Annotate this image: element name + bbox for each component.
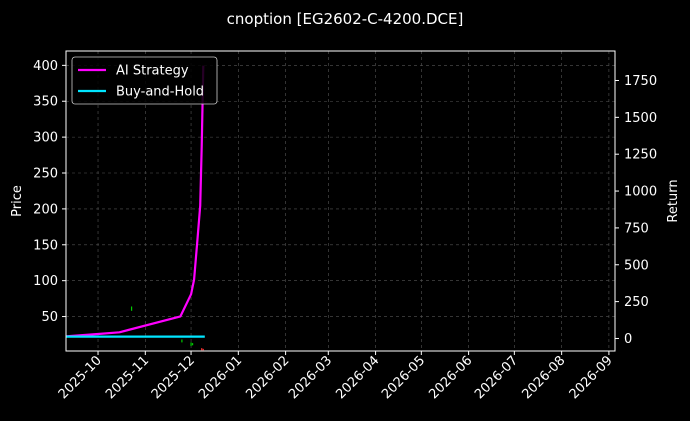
y2-tick-label: 1250 bbox=[624, 148, 657, 163]
y-axis-right: 0 250 500 750 1000 1250 1500 1750 bbox=[615, 74, 657, 347]
y-tick-label: 400 bbox=[33, 59, 58, 74]
y2-tick-label: 0 bbox=[624, 332, 632, 347]
price-marks bbox=[130, 306, 204, 351]
y-axis-label: Price bbox=[10, 185, 25, 217]
legend-label: Buy-and-Hold bbox=[116, 85, 204, 100]
y-tick-label: 200 bbox=[33, 202, 58, 217]
y2-axis-label: Return bbox=[666, 179, 681, 222]
y-tick-label: 150 bbox=[33, 238, 58, 253]
y2-tick-label: 1000 bbox=[624, 185, 657, 200]
y-axis-left: 50 100 150 200 250 300 350 400 bbox=[33, 59, 66, 325]
y-tick-label: 50 bbox=[41, 310, 58, 325]
y-tick-label: 300 bbox=[33, 131, 58, 146]
y2-tick-label: 1750 bbox=[624, 74, 657, 89]
y-tick-label: 100 bbox=[33, 274, 58, 289]
y-tick-label: 250 bbox=[33, 167, 58, 182]
y2-tick-label: 500 bbox=[624, 258, 649, 273]
series-line-ai-strategy bbox=[65, 65, 205, 338]
legend-box bbox=[71, 56, 218, 105]
y2-tick-label: 750 bbox=[624, 221, 649, 236]
chart-title: cnoption [EG2602-C-4200.DCE] bbox=[227, 10, 464, 28]
legend-label: AI Strategy bbox=[116, 64, 189, 79]
legend: AI Strategy Buy-and-Hold bbox=[71, 56, 218, 105]
plot-frame bbox=[65, 50, 616, 352]
y2-tick-label: 250 bbox=[624, 295, 649, 310]
y-tick-label: 350 bbox=[33, 95, 58, 110]
series-lines bbox=[65, 65, 205, 338]
y2-tick-label: 1500 bbox=[624, 111, 657, 126]
